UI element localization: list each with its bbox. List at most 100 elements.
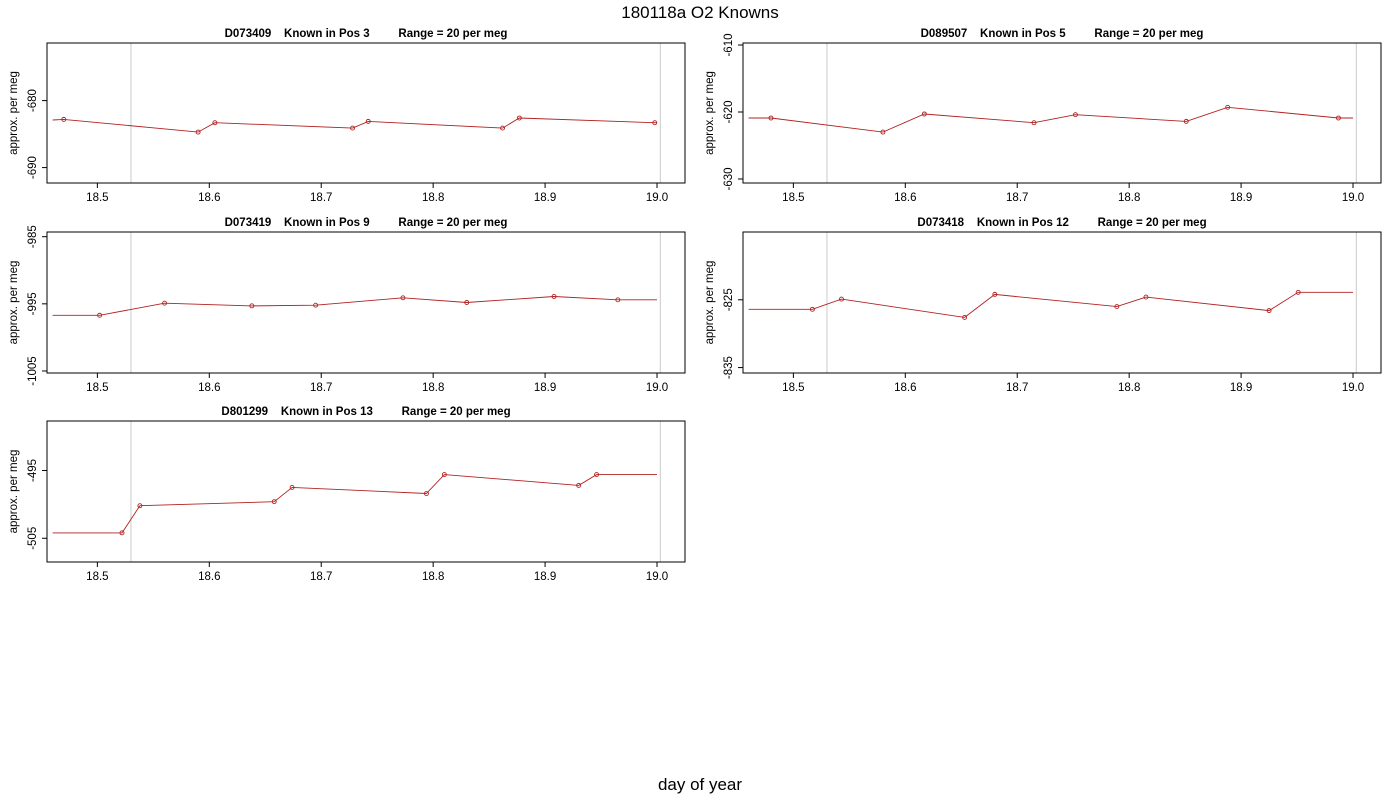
panel-3-series-line [52,296,657,316]
panel-4-xtick-label-2: 18.6 [894,382,916,394]
panel-3-xtick-label-5: 18.9 [534,382,556,394]
panel-2-ylabel: approx. per meg [704,71,716,155]
panel-4-point-2 [809,306,815,312]
panel-3-xtick-label-1: 18.5 [86,382,108,394]
panel-3-xtick-label-6: 19.0 [646,382,668,394]
panel-3-point-2 [97,312,103,318]
panel-1-ytick-label-2: -690 [27,156,39,179]
panel-1-xtick-label-4: 18.8 [422,192,444,204]
panel-4-xtick-label-3: 18.7 [1006,382,1028,394]
panel-1-xtick-label-2: 18.6 [198,192,220,204]
panel-1-xtick-label-3: 18.7 [310,192,332,204]
panel-2-xtick-label-3: 18.7 [1006,192,1028,204]
panel-2-point-2 [768,115,774,121]
panel-3-ytick-label-1: -985 [27,225,39,248]
panel-3-point-7 [464,300,470,305]
panel-2-point-3 [880,129,886,135]
panel-4-xtick-label-5: 18.9 [1230,382,1252,394]
panel-5-ytick-label-1: -495 [27,459,39,482]
panel-4-point-8 [1266,308,1272,314]
panel-2-ytick-label-1: -610 [723,33,735,56]
panel-2-point-6 [1072,112,1078,118]
panel-5-frame [46,420,686,563]
panel-4-title: D073418 Known in Pos 12 Range = 20 per m… [917,217,1206,229]
panel-3-ytick-label-2: -995 [27,292,39,315]
panel-1-point-4 [212,120,218,126]
panel-5-xtick-label-4: 18.8 [422,571,444,583]
panel-4-point-9 [1295,289,1301,295]
x-axis-label: day of year [657,775,743,794]
panel-4: 18.5 18.6 18.7 18.8 18.9 19.0 -825 -835 approx. … [704,217,1382,394]
panel-2-xtick-label-1: 18.5 [782,192,804,204]
panel-5-point-3 [137,503,143,509]
panel-5-ytick-label-2: -505 [27,527,39,550]
panel-2-point-9 [1336,115,1341,121]
panel-3-ytick-label-3: -1005 [27,356,39,385]
panel-5-xtick-label-6: 19.0 [646,571,668,583]
panel-5-point-7 [441,472,447,478]
panel-2-xtick-label-2: 18.6 [894,192,916,204]
panel-4-ytick-label-2: -835 [723,356,735,379]
panel-5-xtick-label-2: 18.6 [198,571,220,583]
panel-1: 18.5 18.6 18.7 18.8 18.9 19.0 -680 -690 approx. … [8,28,686,204]
panel-2-ytick-label-3: -630 [723,167,735,190]
panel-3-ylabel: approx. per meg [8,261,20,345]
panel-5-point-8 [576,482,582,488]
panel-1-point-6 [365,118,371,124]
panel-3-title: D073419 Known in Pos 9 Range = 20 per me… [225,217,508,229]
panel-1-ytick-label-1: -680 [27,89,39,112]
panel-2-point-7 [1183,118,1189,124]
panel-1-title: D073409 Known in Pos 3 Range = 20 per me… [225,28,508,40]
panel-5-point-4 [271,499,277,505]
panel-1-xtick-label-6: 19.0 [646,192,668,204]
panel-2-frame [742,42,1382,184]
panel-1-xtick-label-1: 18.5 [86,192,108,204]
panel-3-frame [46,231,686,374]
panel-2: 18.5 18.6 18.7 18.8 18.9 19.0 -610 -620 -630 appr… [704,28,1382,204]
panel-5-title: D801299 Known in Pos 13 Range = 20 per m… [221,406,510,418]
panel-1-xtick-label-5: 18.9 [534,192,556,204]
panel-5-point-9 [594,472,600,478]
panel-5-series-line [52,474,657,534]
panel-5-point-5 [289,484,295,490]
panel-4-ytick-label-1: -825 [723,288,735,311]
panel-5-ylabel: approx. per meg [8,450,20,534]
panel-2-title: D089507 Known in Pos 5 Range = 20 per me… [921,28,1204,40]
panel-1-series-line [52,117,657,133]
figure-title: 180118a O2 Knowns [621,3,779,22]
panel-4-point-5 [992,291,998,297]
panel-1-point-3 [195,129,201,135]
panel-4-point-6 [1114,304,1120,310]
panel-4-ylabel: approx. per meg [704,261,716,345]
panel-3-point-6 [400,295,406,301]
panel-4-point-7 [1143,294,1149,300]
panel-3-point-9 [615,297,621,303]
panel-3-point-5 [313,302,319,308]
panel-1-point-5 [350,125,356,131]
panel-4-point-3 [839,296,844,302]
panel-4-frame [742,231,1382,374]
panel-4-xtick-label-1: 18.5 [782,382,804,394]
panel-4-xtick-label-6: 19.0 [1342,382,1364,394]
panel-1-point-7 [500,125,506,131]
panel-4-series-line [748,291,1353,318]
panel-2-point-4 [921,111,927,117]
panel-3-xtick-label-4: 18.8 [422,382,444,394]
panel-2-ytick-label-2: -620 [723,100,735,123]
panel-5-point-2 [119,530,125,536]
panel-1-frame [46,42,686,184]
panel-3-point-3 [162,300,167,306]
panel-2-series-line [748,106,1353,133]
panel-2-xtick-label-5: 18.9 [1230,192,1252,204]
panel-3-point-4 [249,303,255,309]
panel-3-xtick-label-3: 18.7 [310,382,332,394]
panel-5-point-6 [423,491,429,496]
panel-5-xtick-label-5: 18.9 [534,571,556,583]
panel-5-xtick-label-3: 18.7 [310,571,332,583]
panel-1-point-9 [652,120,658,126]
panel-3-point-8 [551,294,557,299]
panel-1-ylabel: approx. per meg [8,71,20,155]
panel-2-point-8 [1225,104,1231,110]
panel-4-xtick-label-4: 18.8 [1118,382,1140,394]
